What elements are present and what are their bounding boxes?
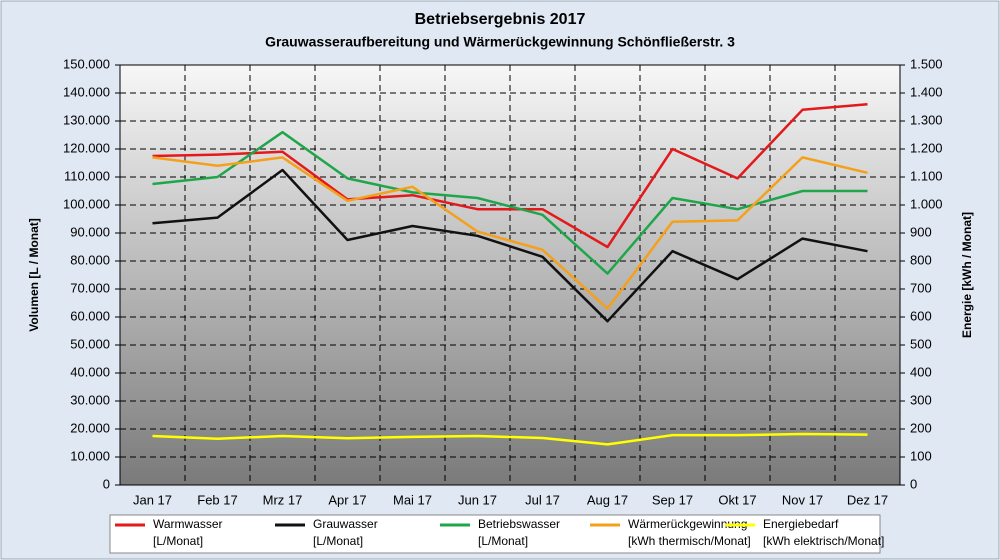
y2-tick-label: 100: [910, 448, 932, 463]
y-tick-label: 90.000: [70, 224, 110, 239]
y2-tick-label: 1.200: [910, 140, 943, 155]
x-tick-label: Mrz 17: [263, 492, 303, 507]
x-tick-label: Jan 17: [133, 492, 172, 507]
y-tick-label: 100.000: [63, 196, 110, 211]
y-axis-label: Volumen [L / Monat]: [27, 218, 41, 332]
y-tick-label: 70.000: [70, 280, 110, 295]
y-tick-label: 80.000: [70, 252, 110, 267]
y2-tick-label: 1.400: [910, 84, 943, 99]
y-tick-label: 120.000: [63, 140, 110, 155]
y2-tick-label: 1.300: [910, 112, 943, 127]
legend-label: Warmwasser: [153, 517, 223, 531]
x-tick-label: Aug 17: [587, 492, 628, 507]
y2-tick-label: 600: [910, 308, 932, 323]
y-tick-label: 150.000: [63, 56, 110, 71]
x-tick-label: Dez 17: [847, 492, 888, 507]
x-tick-label: Jul 17: [525, 492, 560, 507]
y2-tick-label: 700: [910, 280, 932, 295]
y2-axis-label: Energie [kWh / Monat]: [960, 212, 974, 338]
series-line: [152, 168, 868, 323]
y-tick-label: 40.000: [70, 364, 110, 379]
chart-title: Betriebsergebnis 2017: [415, 11, 586, 28]
y2-tick-label: 1.000: [910, 196, 943, 211]
y2-tick-label: 900: [910, 224, 932, 239]
series-line: [152, 130, 868, 275]
series-line: [152, 102, 868, 249]
legend-unit: [kWh thermisch/Monat]: [628, 534, 751, 548]
x-tick-label: Nov 17: [782, 492, 823, 507]
series-line: [152, 432, 868, 446]
y-tick-label: 110.000: [64, 168, 110, 183]
legend-unit: [L/Monat]: [313, 534, 363, 548]
y2-tick-label: 500: [910, 336, 932, 351]
x-tick-label: Apr 17: [328, 492, 366, 507]
y-tick-label: 10.000: [70, 448, 110, 463]
series-line: [152, 156, 868, 310]
y-tick-label: 140.000: [63, 84, 110, 99]
y-tick-label: 0: [103, 476, 110, 491]
legend-label: Wärmerückgewinnung: [628, 517, 747, 531]
y2-tick-label: 800: [910, 252, 932, 267]
x-tick-label: Sep 17: [652, 492, 693, 507]
x-tick-label: Okt 17: [718, 492, 756, 507]
y-tick-label: 30.000: [70, 392, 110, 407]
y-tick-label: 60.000: [70, 308, 110, 323]
x-tick-label: Feb 17: [197, 492, 237, 507]
y2-tick-label: 400: [910, 364, 932, 379]
legend-label: Energiebedarf: [763, 517, 839, 531]
y2-tick-label: 0: [910, 476, 917, 491]
y2-tick-label: 1.500: [910, 56, 943, 71]
legend-label: Betriebswasser: [478, 517, 560, 531]
legend-unit: [L/Monat]: [478, 534, 528, 548]
legend-unit: [kWh elektrisch/Monat]: [763, 534, 884, 548]
chart-subtitle: Grauwasseraufbereitung und Wärmerückgewi…: [265, 34, 735, 50]
y-tick-label: 130.000: [63, 112, 110, 127]
legend-label: Grauwasser: [313, 517, 378, 531]
legend: [109, 514, 881, 554]
x-tick-label: Jun 17: [458, 492, 497, 507]
y2-tick-label: 300: [910, 392, 932, 407]
y2-tick-label: 200: [910, 420, 932, 435]
legend-unit: [L/Monat]: [153, 534, 203, 548]
y-tick-label: 20.000: [70, 420, 110, 435]
x-tick-label: Mai 17: [393, 492, 432, 507]
y2-tick-label: 1.100: [910, 168, 943, 183]
y-tick-label: 50.000: [70, 336, 110, 351]
